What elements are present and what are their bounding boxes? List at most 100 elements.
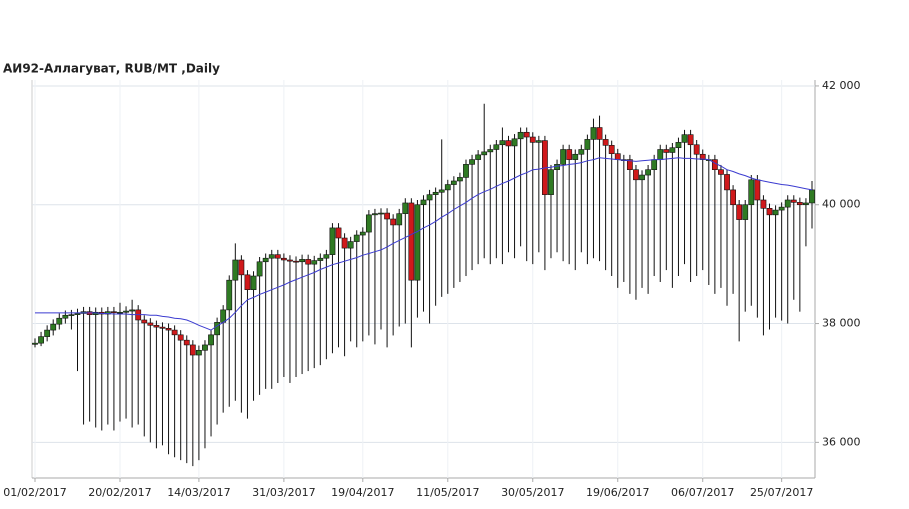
candle-body <box>44 329 51 337</box>
candle-body <box>353 234 360 242</box>
y-tick-label: 40 000 <box>822 198 861 211</box>
x-tick-label: 30/05/2017 <box>501 486 564 499</box>
x-tick-label: 11/05/2017 <box>416 486 479 499</box>
candle-body <box>311 260 318 265</box>
candle-body <box>372 213 378 216</box>
candle-body <box>378 212 384 215</box>
candle-body <box>651 159 658 170</box>
candle-body <box>195 349 202 356</box>
candle-body <box>517 131 524 140</box>
y-tick-label: 42 000 <box>822 79 861 92</box>
candle-body <box>359 231 366 236</box>
candle-body <box>250 275 257 290</box>
candle-body <box>50 323 57 331</box>
candle-body <box>450 180 457 185</box>
candle-body <box>730 189 736 206</box>
moving-average-line <box>35 157 813 331</box>
candle-body <box>675 142 682 149</box>
x-tick-label: 01/02/2017 <box>3 486 66 499</box>
candle-body <box>693 144 700 155</box>
candle-body <box>68 314 75 316</box>
candle-body <box>317 257 324 261</box>
candle-body <box>778 206 785 211</box>
candle-body <box>711 159 718 170</box>
candle-body <box>123 310 129 313</box>
candle-body <box>177 334 184 341</box>
candle-body <box>208 334 214 346</box>
candle-body <box>748 179 755 206</box>
candle-body <box>669 147 676 153</box>
candle-body <box>293 260 299 263</box>
candle-body <box>554 164 560 170</box>
candle-body <box>626 159 633 170</box>
candle-body <box>639 174 645 181</box>
candle-body <box>111 311 117 313</box>
candle-body <box>256 261 263 277</box>
candle-body <box>341 237 348 249</box>
candle-body <box>141 319 148 324</box>
candle-body <box>481 151 488 156</box>
candle-body <box>323 254 330 259</box>
candle-body <box>329 227 336 255</box>
candle-body <box>274 254 281 259</box>
candle-body <box>809 189 815 204</box>
candle-body <box>493 144 500 150</box>
candle-body <box>159 326 166 329</box>
candle-body <box>663 149 670 153</box>
candle-body <box>38 336 44 344</box>
candle-body <box>608 145 615 154</box>
candle-body <box>220 309 227 323</box>
candle-body <box>560 149 567 165</box>
candle-body <box>523 131 530 138</box>
candle-body <box>56 317 63 325</box>
candle-body <box>438 189 445 193</box>
candle-body <box>487 149 494 153</box>
candle-body <box>602 139 609 146</box>
candle-body <box>408 202 415 281</box>
x-tick-label: 14/03/2017 <box>167 486 230 499</box>
candle-body <box>475 154 482 160</box>
candle-body <box>803 202 809 206</box>
candle-body <box>299 259 305 263</box>
candle-body <box>784 199 791 208</box>
y-tick-label: 36 000 <box>822 435 861 448</box>
x-tick-label: 19/04/2017 <box>331 486 394 499</box>
candle-body <box>790 199 797 203</box>
candle-body <box>772 209 779 216</box>
candle-body <box>384 212 390 220</box>
candle-body <box>724 174 730 191</box>
candle-body <box>535 140 542 143</box>
candle-body <box>244 274 251 290</box>
candle-body <box>469 159 475 165</box>
candle-body <box>633 169 639 181</box>
candle-body <box>463 164 469 178</box>
candle-body <box>280 257 287 261</box>
candle-body <box>171 329 178 336</box>
candle-body <box>189 344 196 356</box>
candle-body <box>681 134 688 143</box>
candle-body <box>566 149 573 160</box>
candle-body <box>718 169 724 175</box>
x-tick-label: 06/07/2017 <box>671 486 734 499</box>
candle-body <box>390 218 397 226</box>
candle-body <box>74 313 81 315</box>
chart-title: АИ92-Аллагуват, RUB/MT ,Daily <box>3 62 220 76</box>
candle-body <box>426 194 433 201</box>
candle-body <box>202 344 208 351</box>
y-tick-label: 38 000 <box>822 317 861 330</box>
candle-body <box>238 259 245 276</box>
candle-body <box>584 139 591 150</box>
candle-body <box>736 204 743 220</box>
x-tick-label: 25/07/2017 <box>750 486 813 499</box>
x-tick-label: 19/06/2017 <box>586 486 649 499</box>
candle-body <box>287 259 293 262</box>
candle-body <box>165 328 172 331</box>
candle-body <box>335 227 342 239</box>
candle-body <box>590 127 597 140</box>
candle-body <box>32 342 38 345</box>
candle-body <box>754 179 761 201</box>
candle-body <box>457 177 463 182</box>
candle-body <box>183 339 190 346</box>
candle-body <box>420 199 427 206</box>
